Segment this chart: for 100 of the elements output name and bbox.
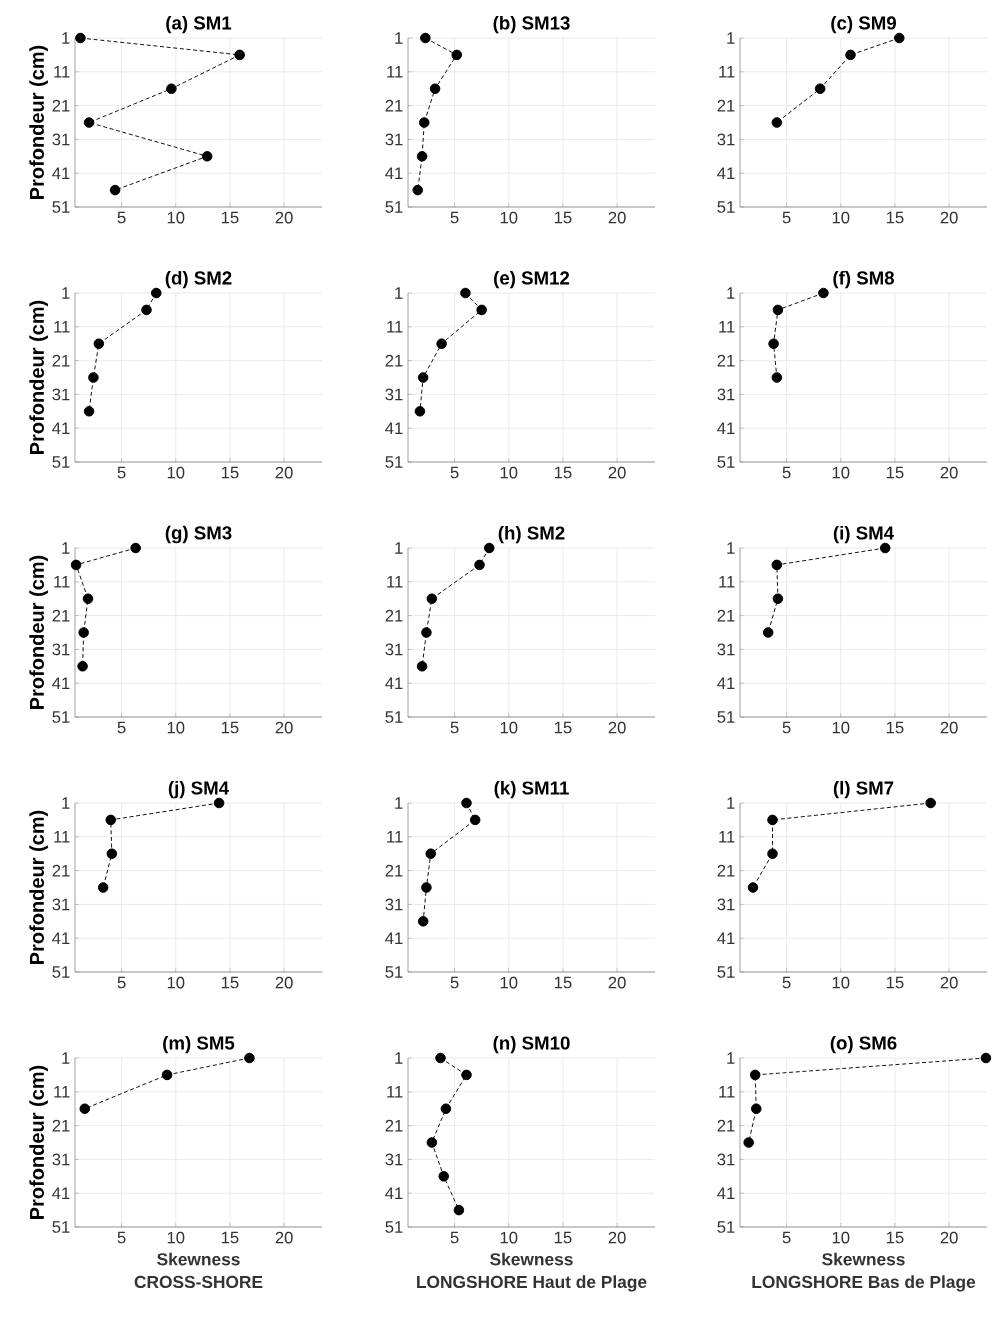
y-tick-label: 31	[385, 133, 403, 146]
x-tick-label: 10	[167, 1231, 185, 1244]
text: LONGSHORE Haut de Plage	[417, 1275, 647, 1292]
point	[75, 32, 86, 44]
point	[78, 627, 89, 638]
y-tick-label: 11	[387, 66, 403, 78]
x-tick-label: 15	[221, 721, 239, 734]
y-tick-label: 21	[717, 1119, 735, 1132]
y-tick-label: 11	[54, 576, 70, 588]
y-tick-label: 21	[52, 354, 70, 367]
x-tick-label: 5	[450, 1231, 459, 1244]
point	[429, 83, 441, 94]
x-tick-label: 10	[832, 466, 850, 479]
x-tick-label: 5	[782, 1231, 791, 1244]
x-tick-label: 5	[117, 721, 126, 734]
y-tick-label: 51	[385, 966, 403, 978]
x-tick-label: 20	[275, 976, 293, 989]
point	[743, 1137, 754, 1148]
y-tick-label: 31	[717, 898, 735, 911]
point	[767, 848, 778, 859]
chart-title: (d) SM2	[165, 270, 232, 289]
y-tick-label: 1	[62, 287, 70, 299]
point	[213, 797, 225, 809]
y-tick-label: 11	[387, 831, 403, 843]
y-tick-label: 51	[385, 711, 403, 723]
point	[460, 287, 471, 299]
chart-title: (c) SM9	[831, 15, 896, 34]
x-tick-label: 15	[221, 211, 239, 224]
y-tick-label: 11	[387, 1086, 403, 1098]
y-axis-title: Profondeur (cm)	[29, 300, 48, 454]
point	[893, 32, 905, 44]
x-tick-label: 10	[500, 211, 518, 224]
y-tick-label: 11	[719, 321, 735, 333]
x-tick-label: 20	[275, 211, 293, 224]
chart-title: (l) SM7	[833, 780, 894, 799]
point	[438, 1171, 450, 1182]
y-tick-label: 21	[717, 354, 735, 367]
point	[421, 627, 432, 638]
x-tick-label: 5	[450, 976, 459, 989]
y-tick-label: 51	[52, 711, 70, 723]
chart-title: (o) SM6	[830, 1035, 897, 1054]
y-tick-label: 11	[719, 576, 735, 588]
y-tick-label: 51	[717, 711, 735, 723]
x-tick-label: 5	[450, 466, 459, 479]
y-tick-label: 51	[52, 456, 70, 468]
point	[82, 593, 94, 604]
y-tick-label: 31	[385, 643, 403, 656]
y-tick-label: 41	[717, 1187, 735, 1199]
x-tick-label: 20	[608, 466, 626, 479]
point	[97, 882, 109, 893]
y-tick-label: 1	[727, 797, 735, 809]
x-tick-label: 20	[608, 1231, 626, 1244]
y-tick-label: 41	[385, 932, 403, 944]
y-tick-label: 31	[717, 133, 735, 146]
y-tick-label: 11	[54, 321, 70, 333]
chart-title: (a) SM1	[166, 15, 232, 34]
y-tick-label: 1	[395, 797, 403, 809]
y-tick-label: 31	[52, 133, 70, 146]
point	[77, 661, 88, 672]
x-axis-title: Skewness	[822, 1252, 905, 1266]
y-tick-label: 1	[727, 1052, 735, 1064]
x-tick-label: 10	[832, 721, 850, 734]
x-tick-label: 20	[940, 976, 958, 989]
y-tick-label: 1	[62, 1052, 70, 1064]
y-tick-label: 51	[717, 1221, 735, 1233]
point	[166, 83, 177, 94]
x-tick-label: 15	[554, 721, 572, 734]
y-tick-label: 51	[717, 456, 735, 468]
x-tick-label: 5	[450, 211, 459, 224]
point	[105, 814, 117, 826]
x-tick-label: 10	[832, 1231, 850, 1244]
x-tick-label: 15	[886, 976, 904, 989]
point	[451, 49, 463, 61]
y-tick-label: 11	[719, 1086, 735, 1098]
x-tick-label: 10	[167, 466, 185, 479]
point	[244, 1052, 255, 1064]
point	[201, 151, 213, 162]
point	[879, 542, 891, 554]
chart-title: (n) SM10	[493, 1035, 570, 1054]
y-tick-label: 1	[62, 32, 70, 44]
point	[772, 304, 784, 316]
point	[109, 184, 121, 196]
point	[418, 117, 430, 128]
y-tick-label: 31	[385, 1153, 403, 1166]
point	[767, 814, 778, 826]
y-tick-label: 11	[54, 1086, 70, 1098]
chart-title: (f) SM8	[833, 270, 895, 289]
y-tick-label: 51	[52, 966, 70, 978]
point	[474, 559, 485, 571]
x-tick-label: 10	[500, 466, 518, 479]
text: CROSS-SHORE	[134, 1275, 263, 1289]
point	[416, 661, 428, 672]
chart-title: (k) SM11	[494, 780, 569, 799]
point	[814, 83, 826, 94]
y-tick-label: 41	[385, 677, 403, 689]
y-tick-label: 11	[54, 831, 70, 843]
y-tick-label: 41	[52, 422, 70, 434]
chart-title: (j) SM4	[168, 780, 229, 799]
x-tick-label: 15	[221, 1231, 239, 1244]
y-tick-label: 11	[719, 66, 735, 78]
